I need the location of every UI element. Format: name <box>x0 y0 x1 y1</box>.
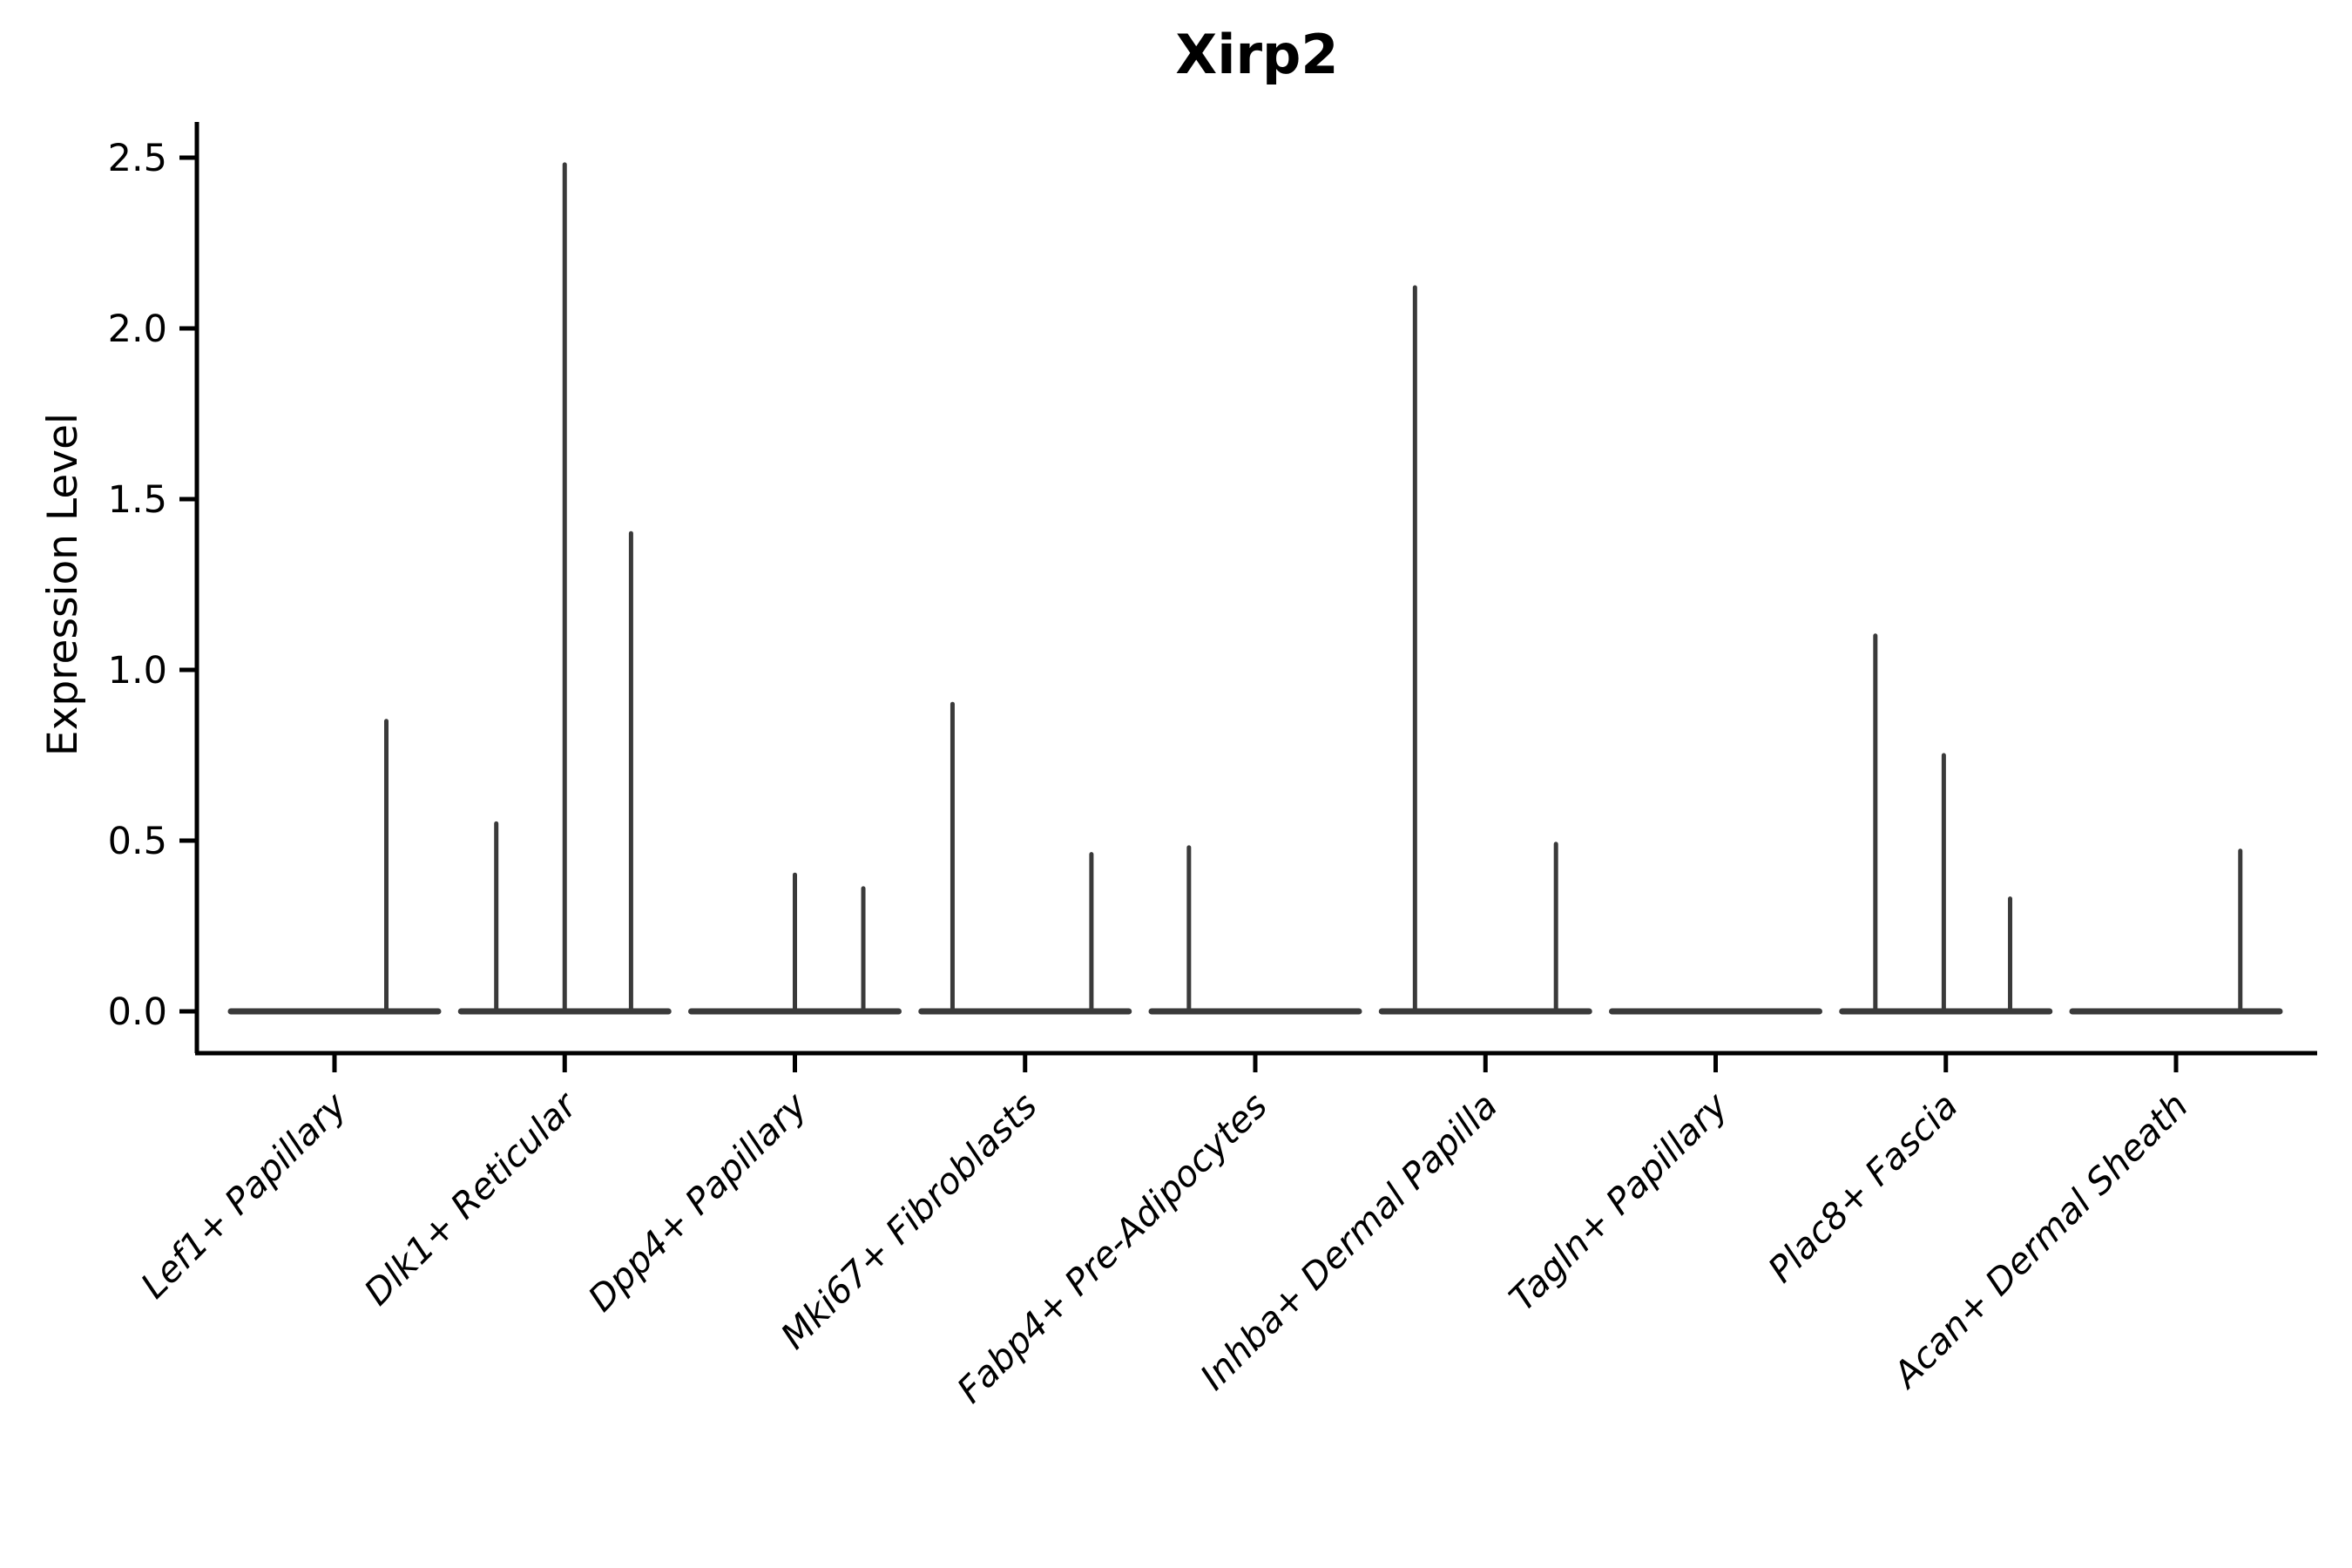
y-tick-label: 0.5 <box>108 820 167 863</box>
chart-title: Xirp2 <box>1175 23 1339 86</box>
x-axis-label: Mki67+ Fibroblasts <box>773 1085 1045 1357</box>
x-axis-label: Tagln+ Papillary <box>1501 1085 1736 1320</box>
x-axis-label: Lef1+ Papillary <box>132 1085 355 1307</box>
y-tick-label: 1.0 <box>108 649 167 693</box>
y-tick-label: 2.0 <box>108 308 167 351</box>
y-tick-label: 2.5 <box>108 137 167 180</box>
x-axis-label: Plac8+ Fascia <box>1760 1085 1965 1290</box>
y-tick-label: 1.5 <box>108 478 167 522</box>
x-axis-label: Dlk1+ Reticular <box>356 1084 586 1314</box>
x-axis-label: Dpp4+ Papillary <box>580 1085 815 1320</box>
y-tick-label: 0.0 <box>108 990 167 1034</box>
